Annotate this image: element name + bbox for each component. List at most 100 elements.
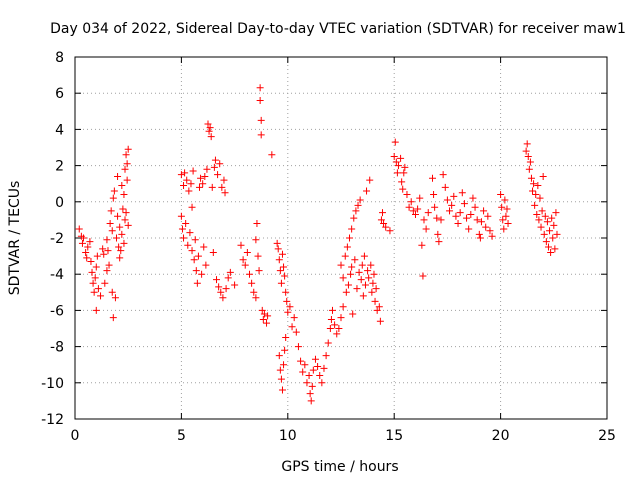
data-point xyxy=(320,364,328,372)
data-point xyxy=(84,243,92,251)
data-point xyxy=(553,230,561,238)
data-point xyxy=(502,212,510,220)
data-point xyxy=(378,209,386,217)
data-point xyxy=(303,379,311,387)
data-point xyxy=(346,234,354,242)
data-point xyxy=(499,216,507,224)
data-point xyxy=(339,274,347,282)
y-tick-label: 2 xyxy=(55,159,64,175)
data-point xyxy=(309,366,317,374)
chart-title: Day 034 of 2022, Sidereal Day-to-day VTE… xyxy=(50,21,626,37)
data-point xyxy=(216,160,224,168)
data-point xyxy=(526,158,534,166)
data-point xyxy=(416,194,424,202)
y-tick-label: 8 xyxy=(55,50,64,66)
y-axis-label: SDTVAR / TECUs xyxy=(7,181,23,296)
data-point xyxy=(498,203,506,211)
data-point xyxy=(335,325,343,332)
data-point xyxy=(294,343,302,351)
data-point xyxy=(241,261,249,269)
data-point xyxy=(450,192,458,200)
data-point xyxy=(193,279,201,287)
data-point xyxy=(115,243,123,251)
data-point xyxy=(480,207,488,215)
y-tick-label: 4 xyxy=(55,122,64,138)
data-point xyxy=(435,238,443,246)
data-point xyxy=(418,241,426,249)
data-point xyxy=(307,397,315,405)
data-point xyxy=(256,84,264,92)
data-point xyxy=(217,288,225,296)
data-point xyxy=(398,178,406,186)
y-tick-label: -10 xyxy=(41,376,64,392)
data-point xyxy=(308,382,316,390)
data-point xyxy=(268,151,276,159)
data-point xyxy=(252,236,260,244)
data-point xyxy=(80,234,88,242)
data-point xyxy=(535,216,543,224)
data-point xyxy=(123,160,131,168)
data-point xyxy=(375,303,383,311)
data-point xyxy=(434,230,442,238)
data-point xyxy=(314,363,322,371)
data-point xyxy=(356,196,364,204)
data-point xyxy=(120,191,128,199)
y-tick-label: -12 xyxy=(41,412,64,428)
data-point xyxy=(541,212,549,220)
data-point xyxy=(424,209,432,217)
data-point xyxy=(109,194,117,202)
data-point xyxy=(105,261,113,269)
data-point xyxy=(100,250,108,258)
data-point xyxy=(231,281,239,289)
y-tick-label: -2 xyxy=(50,231,64,247)
data-point xyxy=(371,297,379,305)
data-point xyxy=(534,182,542,190)
data-point xyxy=(401,163,409,171)
data-point xyxy=(458,189,466,197)
data-point xyxy=(215,283,223,291)
y-tick-label: 0 xyxy=(55,195,64,211)
data-point xyxy=(414,205,422,213)
data-point xyxy=(178,225,186,233)
data-point xyxy=(441,183,449,191)
tick-labels-layer: 0 5 10 15 20 25 -12 -10 -8 -6 -4 -2 0 2 4 6 8 xyxy=(41,50,616,444)
data-point xyxy=(486,227,494,235)
data-point xyxy=(439,171,447,179)
data-point xyxy=(405,203,413,211)
data-point xyxy=(358,261,366,269)
data-point xyxy=(276,366,284,374)
data-point xyxy=(123,176,131,184)
data-point xyxy=(360,252,368,260)
data-point xyxy=(101,279,109,287)
data-point xyxy=(538,207,546,215)
data-point xyxy=(305,372,313,380)
data-point xyxy=(344,281,352,289)
data-point xyxy=(540,230,548,238)
data-point xyxy=(392,158,400,166)
data-point xyxy=(353,285,361,293)
data-point xyxy=(422,225,430,233)
data-point xyxy=(550,221,558,229)
data-point xyxy=(181,169,189,177)
data-point xyxy=(112,234,120,242)
data-point xyxy=(465,225,473,233)
data-point xyxy=(75,225,83,233)
data-point xyxy=(222,285,230,293)
data-point xyxy=(377,216,385,224)
data-point xyxy=(208,183,216,191)
data-point xyxy=(288,323,296,331)
data-point xyxy=(448,201,456,209)
data-point xyxy=(211,156,219,164)
data-point xyxy=(551,245,559,253)
data-point xyxy=(390,153,398,161)
data-point xyxy=(431,203,439,211)
data-point xyxy=(476,234,484,242)
data-point xyxy=(194,252,202,260)
data-point xyxy=(467,210,475,218)
data-point xyxy=(337,261,345,269)
data-point xyxy=(284,308,292,316)
data-point xyxy=(430,191,438,199)
grid-layer xyxy=(75,57,607,419)
data-point xyxy=(522,147,530,155)
data-point xyxy=(121,165,129,173)
